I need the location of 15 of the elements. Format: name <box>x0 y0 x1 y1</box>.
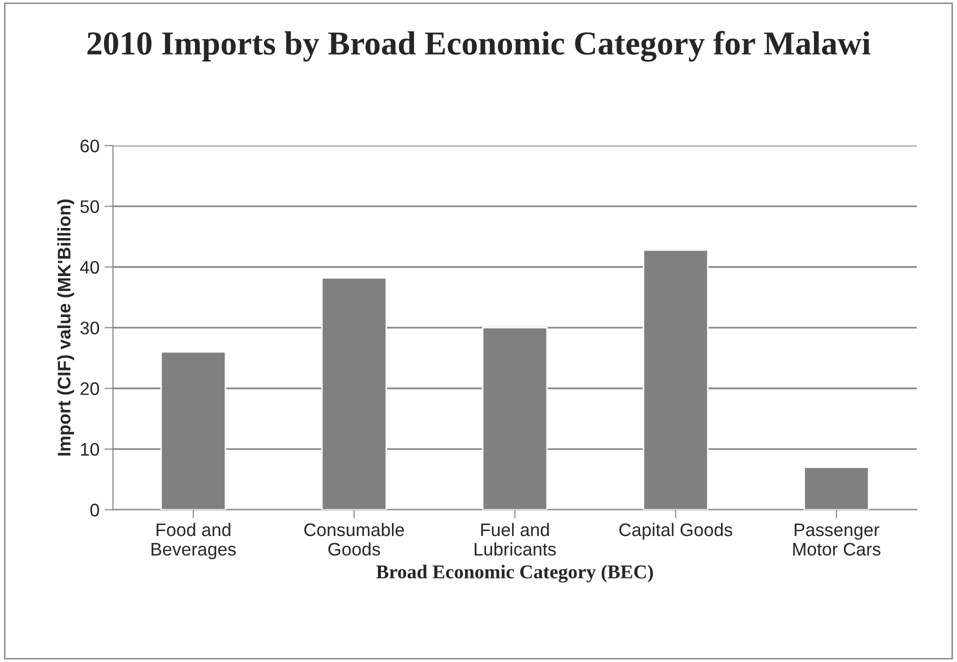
x-tick-label: Fuel and Lubricants <box>474 522 556 556</box>
y-tick-label: 60 <box>80 140 100 152</box>
x-tick-label: Consumable Goods <box>304 522 404 556</box>
y-tick-label: 30 <box>80 322 100 334</box>
y-tick-label: 10 <box>81 442 100 456</box>
x-tick-label: Food and Beverages <box>152 522 236 560</box>
y-tick-label: 0 <box>90 504 100 516</box>
y-tick-label: 50 <box>80 200 100 214</box>
y-tick-label: 40 <box>80 260 100 274</box>
x-tick-label: Passenger Motor Cars <box>793 524 880 556</box>
x-tick-label: Capital Goods <box>619 522 732 540</box>
chart-title: 2010 Imports by Broad Economic Category for Malawi <box>87 30 870 62</box>
x-axis-title: Broad Economic Category (BEC) <box>376 564 653 583</box>
y-axis-title: Import (CIF) value (MK'Billion) <box>57 200 74 456</box>
y-tick-label: 20 <box>80 382 100 396</box>
